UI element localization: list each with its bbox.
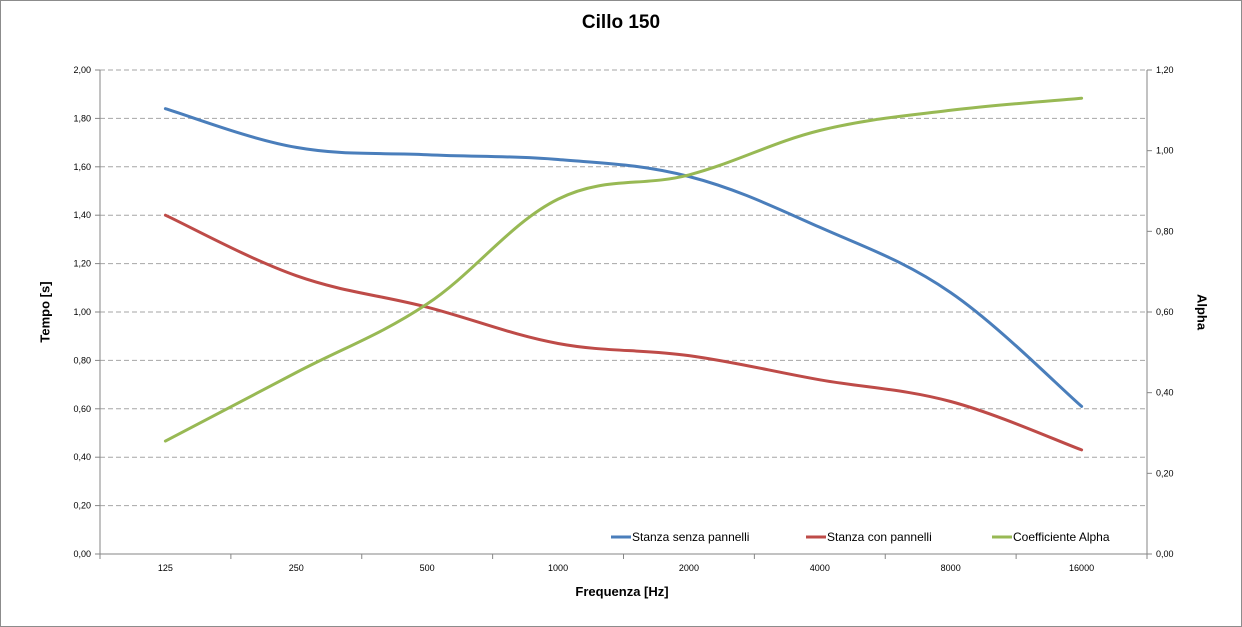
- y-left-tick-label: 0,20: [73, 501, 91, 511]
- x-axis-label: Frequenza [Hz]: [575, 584, 669, 599]
- x-tick-label: 125: [158, 563, 173, 573]
- y-right-tick-label: 1,00: [1156, 146, 1174, 156]
- y-right-tick-label: 0,00: [1156, 549, 1174, 559]
- y-right-tick-label: 0,60: [1156, 307, 1174, 317]
- y-left-tick-label: 2,00: [73, 65, 91, 75]
- x-tick-label: 16000: [1069, 563, 1094, 573]
- y-left-tick-label: 1,00: [73, 307, 91, 317]
- series-line-2: [163, 213, 1084, 452]
- y-left-tick-label: 0,80: [73, 355, 91, 365]
- legend-label: Stanza senza pannelli: [632, 530, 749, 544]
- y-left-tick-label: 0,00: [73, 549, 91, 559]
- legend-label: Stanza con pannelli: [827, 530, 932, 544]
- y-right-tick-label: 0,40: [1156, 388, 1174, 398]
- y-left-tick-label: 0,40: [73, 452, 91, 462]
- x-tick-label: 8000: [941, 563, 961, 573]
- y-right-tick-label: 0,20: [1156, 468, 1174, 478]
- y-left-tick-label: 1,60: [73, 162, 91, 172]
- y-right-tick-label: 0,80: [1156, 226, 1174, 236]
- x-tick-label: 500: [420, 563, 435, 573]
- y-left-tick-label: 0,60: [73, 404, 91, 414]
- x-tick-label: 2000: [679, 563, 699, 573]
- x-tick-label: 4000: [810, 563, 830, 573]
- legend-label: Coefficiente Alpha: [1013, 530, 1110, 544]
- x-tick-label: 250: [289, 563, 304, 573]
- y-left-tick-label: 1,40: [73, 210, 91, 220]
- chart-title: Cillo 150: [581, 12, 661, 33]
- series-line-1: [163, 107, 1084, 408]
- y-right-tick-label: 1,20: [1156, 65, 1174, 75]
- y-left-tick-label: 1,80: [73, 113, 91, 123]
- series-line-3: [163, 96, 1084, 443]
- x-tick-label: 1000: [548, 563, 568, 573]
- y-left-tick-label: 1,20: [73, 259, 91, 269]
